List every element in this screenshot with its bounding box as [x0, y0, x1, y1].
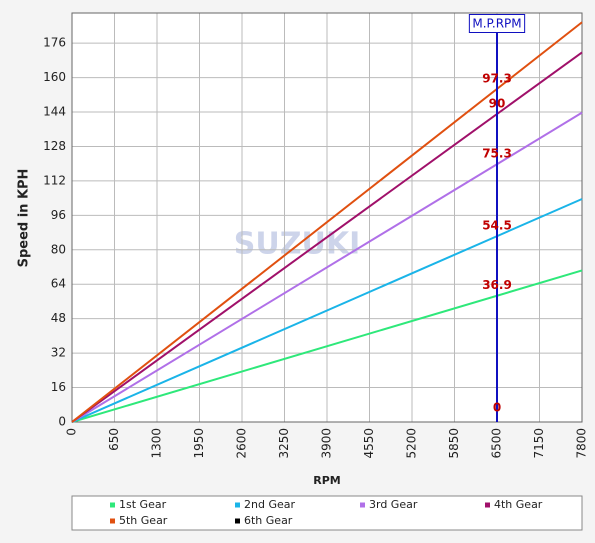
legend-label: 4th Gear — [494, 498, 543, 511]
legend-swatch — [235, 518, 240, 524]
legend-label: 1st Gear — [119, 498, 167, 511]
legend — [71, 495, 583, 531]
y-tick-label: 0 — [58, 415, 66, 429]
legend-swatch — [110, 502, 115, 508]
x-tick-label: 5200 — [405, 428, 419, 459]
y-tick-label: 48 — [51, 311, 66, 325]
x-tick-label: 0 — [65, 428, 79, 436]
y-tick-label: 16 — [51, 380, 66, 394]
x-tick-label: 6500 — [490, 428, 504, 459]
y-tick-label: 32 — [51, 346, 66, 360]
watermark: SUZUKI — [234, 227, 361, 262]
x-tick-label: 3250 — [277, 428, 291, 459]
plot-border — [71, 12, 583, 423]
legend-label: 5th Gear — [119, 514, 168, 527]
x-tick-label: 1300 — [150, 428, 164, 459]
marker-label: M.P.RPM — [472, 17, 521, 31]
annotation: 90 — [489, 96, 506, 110]
legend-swatch — [110, 518, 115, 524]
x-tick-label: 3900 — [320, 428, 334, 459]
x-tick-label: 1950 — [192, 428, 206, 459]
legend-label: 3rd Gear — [369, 498, 418, 511]
y-tick-label: 80 — [51, 242, 66, 256]
annotation: 54.5 — [482, 219, 512, 233]
x-tick-label: 650 — [107, 428, 121, 451]
y-axis-title: Speed in KPH — [17, 169, 32, 268]
x-axis-title: RPM — [313, 474, 340, 487]
y-tick-label: 160 — [43, 70, 66, 84]
annotation: 97.3 — [482, 71, 512, 85]
annotation: 0 — [493, 401, 501, 415]
y-tick-label: 64 — [51, 277, 66, 291]
legend-swatch — [485, 502, 490, 508]
y-tick-label: 112 — [43, 173, 66, 187]
y-tick-label: 128 — [43, 139, 66, 153]
legend-swatch — [360, 502, 365, 508]
x-tick-label: 2600 — [235, 428, 249, 459]
legend-swatch — [235, 502, 240, 508]
annotation: 75.3 — [482, 147, 512, 161]
y-tick-label: 96 — [51, 208, 66, 222]
annotation: 36.9 — [482, 278, 512, 292]
y-tick-label: 176 — [43, 36, 66, 50]
y-tick-label: 144 — [43, 105, 66, 119]
x-tick-label: 7150 — [532, 428, 546, 459]
x-tick-label: 4550 — [362, 428, 376, 459]
x-tick-label: 5850 — [447, 428, 461, 459]
legend-label: 2nd Gear — [244, 498, 295, 511]
legend-label: 6th Gear — [244, 514, 293, 527]
marker-label-box — [468, 14, 526, 33]
x-tick-label: 7800 — [575, 428, 589, 459]
